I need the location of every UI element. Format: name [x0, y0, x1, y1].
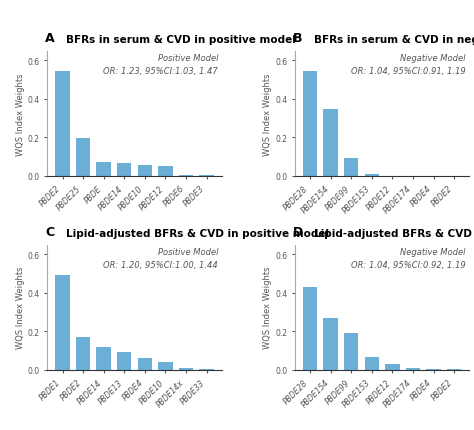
Bar — [323, 110, 338, 176]
Bar — [344, 333, 358, 370]
Bar — [303, 72, 317, 176]
Y-axis label: WQS Index Weights: WQS Index Weights — [16, 73, 25, 155]
Text: Lipid-adjusted BFRs & CVD in negative model: Lipid-adjusted BFRs & CVD in negative mo… — [314, 229, 474, 239]
Bar — [158, 362, 173, 370]
Bar — [344, 158, 358, 176]
Bar — [117, 353, 131, 370]
Bar — [303, 287, 317, 370]
Bar — [55, 72, 70, 176]
Y-axis label: WQS Index Weights: WQS Index Weights — [264, 266, 273, 349]
Text: B: B — [292, 32, 302, 45]
Text: OR: 1.04, 95%CI:0.91, 1.19: OR: 1.04, 95%CI:0.91, 1.19 — [351, 67, 466, 76]
Bar — [137, 358, 152, 370]
Text: OR: 1.04, 95%CI:0.92, 1.19: OR: 1.04, 95%CI:0.92, 1.19 — [351, 260, 466, 269]
Bar — [365, 175, 379, 176]
Text: BFRs in serum & CVD in positive model: BFRs in serum & CVD in positive model — [66, 35, 296, 45]
Bar — [365, 357, 379, 370]
Y-axis label: WQS Index Weights: WQS Index Weights — [264, 73, 273, 155]
Text: BFRs in serum & CVD in negative model: BFRs in serum & CVD in negative model — [314, 35, 474, 45]
Bar — [97, 347, 111, 370]
Bar — [76, 138, 91, 176]
Text: D: D — [292, 226, 303, 239]
Text: Lipid-adjusted BFRs & CVD in positive model: Lipid-adjusted BFRs & CVD in positive mo… — [66, 229, 329, 239]
Bar — [158, 166, 173, 176]
Bar — [55, 276, 70, 370]
Text: Negative Model: Negative Model — [400, 248, 466, 256]
Text: Positive Model: Positive Model — [158, 54, 218, 63]
Bar — [385, 364, 400, 370]
Bar — [323, 318, 338, 370]
Text: A: A — [45, 32, 55, 45]
Bar — [200, 369, 214, 370]
Text: Positive Model: Positive Model — [158, 248, 218, 256]
Bar — [97, 163, 111, 176]
Bar — [137, 165, 152, 176]
Text: OR: 1.23, 95%CI:1.03, 1.47: OR: 1.23, 95%CI:1.03, 1.47 — [103, 67, 218, 76]
Text: Negative Model: Negative Model — [400, 54, 466, 63]
Text: OR: 1.20, 95%CI:1.00, 1.44: OR: 1.20, 95%CI:1.00, 1.44 — [103, 260, 218, 269]
Bar — [76, 338, 91, 370]
Text: C: C — [45, 226, 54, 239]
Bar — [406, 368, 420, 370]
Bar — [117, 164, 131, 176]
Y-axis label: WQS Index Weights: WQS Index Weights — [16, 266, 25, 349]
Bar — [179, 368, 193, 370]
